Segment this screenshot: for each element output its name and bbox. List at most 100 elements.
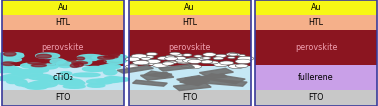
Circle shape	[214, 63, 228, 67]
Circle shape	[232, 54, 240, 56]
Bar	[173, 83, 211, 91]
Bar	[129, 15, 251, 30]
Ellipse shape	[92, 56, 109, 59]
Ellipse shape	[0, 64, 14, 69]
Bar	[255, 0, 377, 106]
Text: perovskite: perovskite	[168, 43, 211, 52]
Circle shape	[174, 54, 183, 56]
Circle shape	[181, 65, 190, 68]
Circle shape	[170, 52, 180, 55]
Text: Au: Au	[58, 3, 68, 12]
Circle shape	[183, 59, 198, 63]
Bar	[144, 71, 172, 78]
Circle shape	[153, 63, 169, 68]
Ellipse shape	[6, 79, 19, 84]
Circle shape	[237, 56, 254, 61]
Ellipse shape	[37, 77, 62, 81]
Ellipse shape	[82, 66, 107, 71]
Circle shape	[133, 60, 149, 65]
Circle shape	[197, 57, 208, 60]
Text: Au: Au	[184, 3, 195, 12]
Bar	[255, 15, 377, 30]
Ellipse shape	[0, 53, 24, 59]
Ellipse shape	[60, 72, 72, 75]
Ellipse shape	[15, 80, 27, 86]
Ellipse shape	[36, 64, 58, 69]
Circle shape	[213, 57, 221, 59]
Circle shape	[186, 58, 198, 61]
Ellipse shape	[30, 81, 57, 87]
Circle shape	[235, 64, 248, 68]
Bar	[159, 65, 195, 71]
Text: perovskite: perovskite	[42, 43, 84, 52]
Circle shape	[165, 57, 178, 61]
Circle shape	[125, 65, 138, 68]
Circle shape	[166, 55, 175, 58]
Circle shape	[194, 55, 202, 57]
Ellipse shape	[21, 63, 46, 68]
Circle shape	[146, 52, 158, 56]
Circle shape	[183, 54, 192, 56]
Bar	[199, 68, 234, 76]
Circle shape	[148, 62, 159, 66]
Bar	[177, 76, 209, 84]
Ellipse shape	[17, 70, 42, 77]
Circle shape	[200, 57, 209, 59]
Circle shape	[200, 60, 213, 63]
Bar	[255, 0, 377, 15]
Ellipse shape	[29, 66, 43, 73]
Ellipse shape	[3, 52, 16, 56]
Text: HTL: HTL	[308, 18, 324, 27]
Bar	[2, 0, 124, 15]
Ellipse shape	[77, 54, 104, 61]
Circle shape	[196, 57, 208, 60]
Circle shape	[144, 56, 154, 58]
Ellipse shape	[96, 79, 111, 83]
Circle shape	[162, 63, 170, 65]
Ellipse shape	[25, 63, 42, 68]
Bar	[2, 30, 124, 66]
Ellipse shape	[72, 62, 88, 64]
Ellipse shape	[68, 81, 85, 86]
Ellipse shape	[108, 53, 119, 56]
Ellipse shape	[0, 57, 14, 63]
Ellipse shape	[70, 61, 81, 67]
Circle shape	[228, 64, 245, 69]
Ellipse shape	[109, 77, 129, 82]
Ellipse shape	[50, 59, 65, 64]
Ellipse shape	[56, 61, 74, 68]
Ellipse shape	[2, 62, 15, 66]
Bar	[129, 0, 251, 106]
Ellipse shape	[76, 57, 85, 60]
Circle shape	[202, 57, 211, 59]
Ellipse shape	[28, 61, 46, 64]
Ellipse shape	[87, 84, 105, 87]
Ellipse shape	[60, 77, 73, 83]
Text: cTiO₂: cTiO₂	[53, 73, 73, 82]
Bar	[140, 72, 174, 80]
Circle shape	[228, 57, 235, 59]
Ellipse shape	[67, 58, 76, 61]
Circle shape	[157, 57, 169, 60]
Ellipse shape	[73, 73, 100, 77]
Ellipse shape	[106, 54, 127, 61]
Circle shape	[226, 53, 238, 56]
Circle shape	[186, 64, 201, 69]
Circle shape	[175, 59, 186, 62]
Circle shape	[238, 54, 245, 56]
Ellipse shape	[5, 58, 22, 62]
Text: Au: Au	[311, 3, 321, 12]
Text: HTL: HTL	[56, 18, 70, 27]
Ellipse shape	[0, 66, 19, 70]
Bar	[2, 90, 124, 106]
Circle shape	[203, 53, 216, 56]
Bar	[2, 0, 124, 106]
Ellipse shape	[104, 57, 127, 64]
Bar	[255, 65, 377, 90]
Circle shape	[187, 59, 202, 63]
Text: fullerene: fullerene	[298, 73, 334, 82]
Circle shape	[162, 62, 174, 65]
Ellipse shape	[87, 79, 113, 84]
Bar	[2, 15, 124, 30]
Ellipse shape	[54, 79, 83, 85]
